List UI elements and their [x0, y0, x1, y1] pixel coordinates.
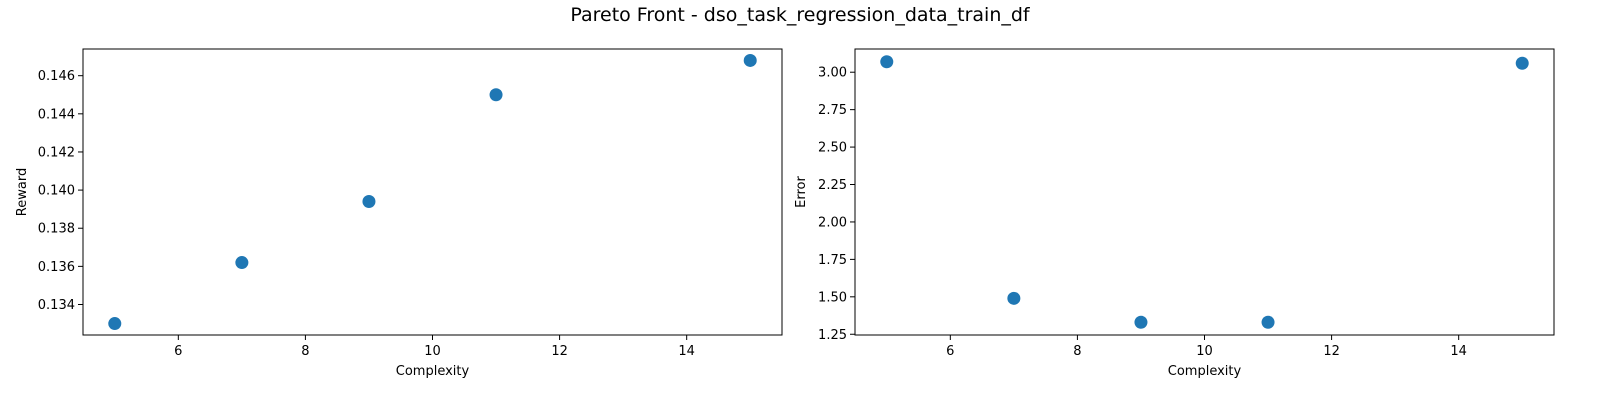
y-axis-label: Error: [794, 176, 809, 208]
axes-frame: [82, 48, 783, 336]
x-axis-label: Complexity: [1168, 364, 1242, 379]
data-point: [108, 317, 122, 331]
y-tick-label: 2.75: [818, 103, 847, 118]
x-tick-label: 6: [174, 344, 182, 359]
x-tick-label: 12: [551, 344, 568, 359]
y-tick-label: 0.146: [38, 69, 75, 84]
y-tick-label: 1.50: [818, 290, 847, 305]
x-tick-label: 10: [424, 344, 441, 359]
y-tick-label: 2.00: [818, 215, 847, 230]
y-tick-label: 0.142: [38, 145, 75, 160]
x-tick-label: 12: [1323, 344, 1340, 359]
data-point: [1515, 56, 1529, 70]
x-tick-label: 10: [1196, 344, 1213, 359]
y-tick-label: 1.75: [818, 253, 847, 268]
axes-frame: [854, 48, 1555, 336]
x-tick-label: 14: [1450, 344, 1467, 359]
y-tick-label: 0.134: [38, 298, 75, 313]
y-tick-label: 0.144: [38, 107, 75, 122]
y-tick-label: 3.00: [818, 66, 847, 81]
x-tick-label: 8: [301, 344, 309, 359]
y-tick-label: 1.25: [818, 328, 847, 343]
x-tick-label: 6: [946, 344, 954, 359]
subplot-reward: 6 8 10 12 14 0.134 0.136 0.138 0.140 0.142 0.144 0.…: [15, 48, 783, 379]
y-axis-label: Reward: [15, 168, 30, 216]
y-tick-label: 2.25: [818, 178, 847, 193]
data-point: [235, 256, 249, 270]
x-tick-label: 14: [678, 344, 695, 359]
data-point: [743, 53, 757, 67]
y-tick-label: 2.50: [818, 141, 847, 156]
data-point: [489, 88, 503, 102]
y-tick-label: 0.136: [38, 260, 75, 275]
data-point: [1134, 315, 1148, 329]
figure-title: Pareto Front - dso_task_regression_data_…: [570, 4, 1030, 26]
x-tick-label: 8: [1073, 344, 1081, 359]
data-point: [880, 55, 894, 69]
y-tick-label: 0.140: [38, 184, 75, 199]
y-tick-label: 0.138: [38, 222, 75, 237]
data-point: [362, 195, 376, 209]
subplot-error: 6 8 10 12 14 1.25 1.50 1.75 2.00 2.25 2.50 2.75 3.00…: [794, 48, 1555, 379]
x-axis-label: Complexity: [396, 364, 470, 379]
data-point: [1007, 291, 1021, 305]
data-point: [1261, 315, 1275, 329]
